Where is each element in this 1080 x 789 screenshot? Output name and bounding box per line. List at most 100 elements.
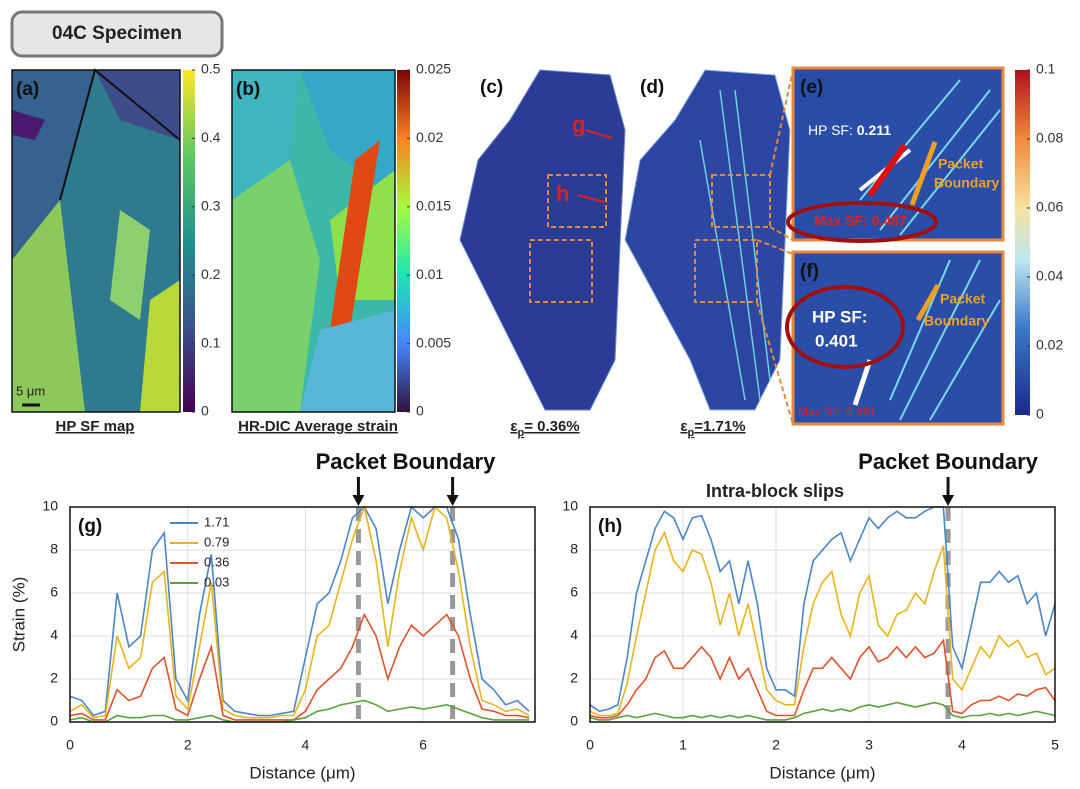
boundary-trace bbox=[909, 141, 938, 206]
boundary-trace bbox=[915, 283, 941, 322]
colorbar-tick-label: 0.02 bbox=[416, 129, 443, 145]
y-axis-label: Strain (%) bbox=[9, 577, 28, 653]
colorbar-tick-label: 0.2 bbox=[201, 266, 221, 282]
annotation: Packet Boundary bbox=[858, 449, 1038, 474]
legend-label: 1.71 bbox=[204, 514, 229, 529]
caption: εp= 0.36% bbox=[510, 418, 579, 439]
max-sf-label: Max SF: 0.487 bbox=[814, 213, 907, 229]
colorbar-tick-label: 0 bbox=[201, 403, 209, 419]
y-tick-label: 4 bbox=[50, 627, 58, 643]
hp-sf-text: HP SF: bbox=[808, 122, 853, 138]
grain bbox=[110, 210, 150, 320]
legend-label: 0.36 bbox=[204, 554, 229, 569]
region-box bbox=[694, 239, 758, 303]
scale-bar-label: 5 μm bbox=[16, 383, 45, 398]
x-axis-label: Distance (μm) bbox=[249, 763, 355, 782]
panel-label: (b) bbox=[236, 79, 260, 100]
series-line bbox=[589, 638, 1056, 719]
x-tick-label: 5 bbox=[1051, 737, 1059, 753]
y-tick-label: 10 bbox=[562, 498, 578, 514]
y-tick-label: 0 bbox=[570, 713, 578, 729]
caption-text: = 0.36% bbox=[524, 418, 579, 435]
annotation: Intra-block slips bbox=[706, 481, 844, 501]
hp-sf-value: 0.211 bbox=[857, 122, 891, 138]
hp-sf-trace bbox=[852, 359, 873, 406]
zoom-line bbox=[769, 69, 794, 176]
annotation: Packet Boundary bbox=[316, 449, 496, 474]
boundary-label: Packet bbox=[938, 156, 983, 172]
panel-label: (e) bbox=[800, 77, 823, 98]
region-box bbox=[547, 174, 607, 228]
boundary-label: Boundary bbox=[924, 313, 990, 329]
map-frame bbox=[231, 69, 396, 413]
x-tick-label: 0 bbox=[586, 737, 594, 753]
y-tick-label: 10 bbox=[42, 498, 58, 514]
zoom-f bbox=[791, 250, 1005, 426]
subscript: p bbox=[517, 427, 524, 439]
y-tick-label: 2 bbox=[50, 670, 58, 686]
max-sf-trace bbox=[867, 143, 908, 197]
map-frame bbox=[11, 69, 181, 413]
y-tick-label: 8 bbox=[570, 541, 578, 557]
y-tick-label: 4 bbox=[570, 627, 578, 643]
series-line bbox=[69, 612, 530, 721]
zoom-e bbox=[791, 66, 1005, 242]
colorbar-tick-label: 0.1 bbox=[1036, 61, 1056, 77]
colorbar-tick-label: 0.4 bbox=[201, 129, 221, 145]
grain bbox=[12, 200, 85, 412]
caption: HP SF map bbox=[56, 418, 135, 435]
y-tick-label: 8 bbox=[50, 541, 58, 557]
grain bbox=[232, 160, 320, 412]
y-tick-label: 2 bbox=[570, 670, 578, 686]
highlight-ellipse bbox=[785, 285, 905, 369]
slip-traces bbox=[699, 89, 771, 401]
colorbar-tick-label: 0.005 bbox=[416, 334, 451, 350]
legend-label: 0.03 bbox=[204, 574, 229, 589]
map-a bbox=[11, 68, 181, 413]
boundary-label: Boundary bbox=[934, 175, 1000, 191]
colorbar bbox=[183, 70, 195, 412]
symbol: ε bbox=[680, 418, 687, 435]
map-b bbox=[231, 69, 396, 413]
slip-traces bbox=[889, 259, 1001, 421]
grain bbox=[12, 110, 45, 140]
grain bbox=[232, 70, 300, 200]
hp-sf-label: HP SF: 0.211 bbox=[808, 122, 891, 138]
zoom-line bbox=[756, 239, 794, 255]
x-tick-label: 1 bbox=[679, 737, 687, 753]
marker-h: h bbox=[556, 181, 569, 206]
region-box bbox=[529, 239, 593, 303]
x-axis-label: Distance (μm) bbox=[769, 763, 875, 782]
plot-frame bbox=[589, 506, 1056, 723]
grain bbox=[300, 310, 395, 412]
strain-band bbox=[330, 140, 380, 330]
y-tick-label: 6 bbox=[570, 584, 578, 600]
x-tick-label: 4 bbox=[302, 737, 310, 753]
colorbar-tick-label: 0.04 bbox=[1036, 268, 1063, 284]
hp-sf-text: HP SF: bbox=[812, 307, 867, 326]
annotation-arrowhead bbox=[942, 495, 955, 506]
colorbar bbox=[1015, 70, 1030, 415]
series-line bbox=[589, 701, 1056, 721]
annotation-arrowhead bbox=[446, 495, 459, 506]
header-title: 04C Specimen bbox=[52, 23, 182, 44]
panel-label: (g) bbox=[78, 516, 102, 537]
max-sf-label: Max SF: 0.491 bbox=[798, 405, 876, 419]
caption-text: =1.71% bbox=[694, 418, 745, 435]
annotation-arrowhead bbox=[352, 495, 365, 506]
colorbar-tick-label: 0 bbox=[416, 403, 424, 419]
y-tick-label: 6 bbox=[50, 584, 58, 600]
panel-label: (d) bbox=[640, 77, 664, 98]
colorbar-tick-label: 0.01 bbox=[416, 266, 443, 282]
y-tick-label: 0 bbox=[50, 713, 58, 729]
region-box bbox=[711, 174, 771, 228]
panel-label: (a) bbox=[16, 79, 39, 100]
x-tick-label: 2 bbox=[772, 737, 780, 753]
marker-g: g bbox=[572, 112, 585, 137]
header-box bbox=[10, 10, 224, 58]
panel-label: (f) bbox=[800, 261, 819, 282]
series-line bbox=[69, 505, 530, 717]
boundary-label: Packet bbox=[940, 291, 985, 307]
x-tick-label: 4 bbox=[958, 737, 966, 753]
